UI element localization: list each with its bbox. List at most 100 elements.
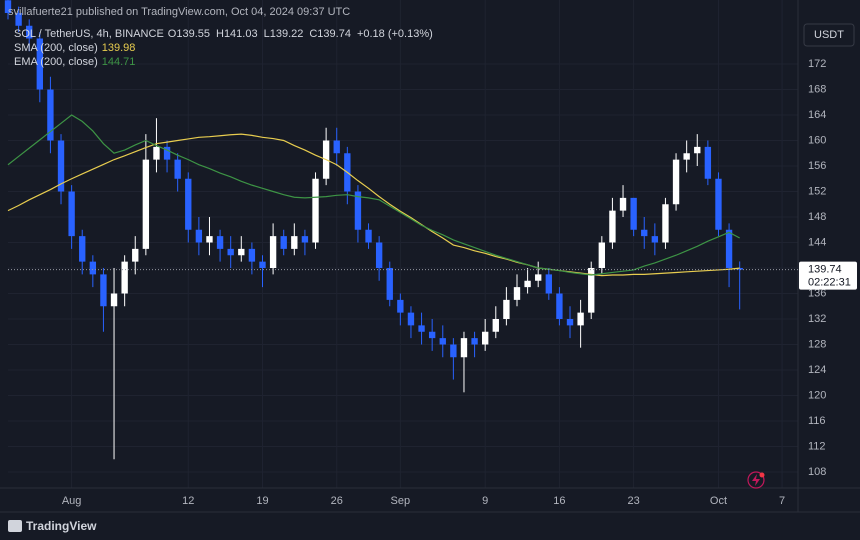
- candle-body: [524, 280, 531, 288]
- candle-body: [662, 204, 669, 243]
- ohlc-label: L139.22: [264, 28, 304, 40]
- x-tick-label: Aug: [62, 495, 82, 507]
- candle-body: [407, 312, 415, 326]
- x-tick-label: Oct: [710, 495, 727, 507]
- countdown: 02:22:31: [808, 277, 851, 289]
- candle-body: [704, 146, 712, 179]
- candle-body: [4, 0, 12, 14]
- y-tick-label: 132: [808, 313, 826, 325]
- alert-dot: [759, 472, 765, 478]
- x-tick-label: Sep: [391, 495, 411, 507]
- y-tick-label: 164: [808, 109, 826, 121]
- y-tick-label: 124: [808, 364, 826, 376]
- candle-body: [736, 268, 743, 270]
- y-tick-label: 120: [808, 389, 826, 401]
- last-price-box: [799, 261, 857, 290]
- y-tick-label: 116: [808, 415, 826, 427]
- candle-body: [333, 140, 340, 154]
- legend-name: SMA (200, close): [14, 42, 98, 54]
- candle-body: [89, 261, 97, 275]
- indicator-line: [7, 133, 740, 277]
- alert-bolt: [752, 474, 760, 486]
- candle-body: [153, 146, 160, 160]
- candle-body: [418, 325, 425, 332]
- candle-body: [142, 159, 150, 249]
- candle-body: [482, 331, 489, 345]
- candle-body: [121, 261, 128, 294]
- logo: [8, 520, 22, 532]
- candle-body: [428, 331, 436, 339]
- indicator-line: [7, 114, 740, 276]
- candle-body: [227, 248, 234, 256]
- plot: [4, 0, 743, 460]
- candle-body: [386, 268, 393, 300]
- candle-body: [535, 274, 542, 281]
- candle-body: [26, 25, 33, 39]
- candle-body: [291, 236, 298, 249]
- candle-body: [354, 191, 362, 230]
- y-tick-label: 156: [808, 160, 826, 172]
- candle-body: [683, 153, 690, 160]
- candle-body: [725, 229, 733, 269]
- y-tick-label: 128: [808, 338, 826, 350]
- candle-body: [715, 178, 722, 230]
- candle-body: [238, 248, 245, 256]
- legend-name: EMA (200, close): [14, 56, 98, 68]
- candle-body: [641, 229, 648, 237]
- candle-body: [588, 268, 595, 313]
- candle-body: [301, 236, 309, 243]
- x-tick-label: 7: [779, 495, 785, 507]
- symbol: SOL / TetherUS, 4h, BINANCE: [14, 28, 164, 40]
- currency: USDT: [814, 29, 844, 41]
- candle-body: [68, 191, 75, 237]
- candle-body: [375, 242, 383, 269]
- legend-value: 139.98: [102, 42, 136, 54]
- candle-body: [110, 293, 118, 307]
- candle-body: [566, 319, 574, 326]
- candle-body: [397, 299, 404, 313]
- x-tick-label: 23: [628, 495, 640, 507]
- candle-body: [269, 236, 277, 269]
- candle-body: [163, 146, 171, 160]
- currency-box: [803, 23, 855, 47]
- candle-body: [206, 236, 213, 243]
- candle-body: [185, 178, 192, 230]
- y-tick-label: 144: [808, 236, 826, 248]
- candle-body: [545, 274, 552, 294]
- publisher: svillafuerte21 published on TradingView.…: [8, 6, 350, 18]
- y-tick-label: 112: [808, 440, 826, 452]
- candle-body: [79, 236, 86, 262]
- candle-body: [47, 89, 54, 141]
- y-tick-label: 136: [808, 287, 826, 299]
- candle-body: [619, 197, 627, 211]
- ohlc-label: C139.74: [309, 28, 351, 40]
- y-tick-label: 152: [808, 185, 826, 197]
- y-tick-label: 172: [808, 58, 826, 70]
- candle-body: [651, 236, 659, 243]
- candle-body: [248, 248, 256, 262]
- candle-body: [195, 229, 203, 243]
- candle-body: [100, 274, 107, 307]
- candle-body: [280, 236, 287, 249]
- candle-body: [471, 338, 478, 345]
- candle-body: [577, 312, 584, 326]
- candle-body: [450, 344, 457, 358]
- candle-body: [513, 287, 521, 300]
- candle-body: [312, 178, 319, 243]
- y-tick-label: 148: [808, 211, 826, 223]
- y-tick-label: 160: [808, 134, 826, 146]
- candle-body: [598, 242, 606, 269]
- candle-body: [460, 338, 468, 358]
- candle-body: [216, 236, 224, 249]
- y-tick-label: 108: [808, 466, 826, 478]
- x-tick-label: 26: [331, 495, 343, 507]
- change-label: +0.18 (+0.13%): [357, 28, 433, 40]
- alert-icon[interactable]: [747, 471, 765, 489]
- candle-body: [132, 248, 139, 262]
- candle-body: [439, 338, 446, 345]
- x-tick-label: 19: [256, 495, 268, 507]
- candle-body: [694, 146, 701, 154]
- candle-body: [15, 13, 22, 26]
- candle-body: [556, 293, 563, 320]
